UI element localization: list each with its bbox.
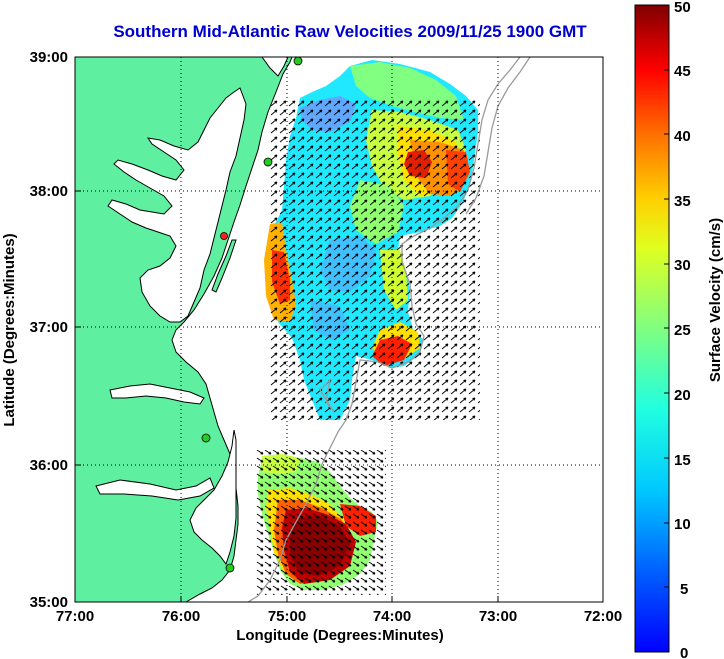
colorbar-tick-label: 0 [680, 645, 688, 659]
colorbar-ticks [664, 4, 669, 588]
grid-lines [75, 57, 603, 602]
station-marker [201, 433, 211, 443]
y-tick-label: 35:00 [30, 594, 68, 611]
x-tick-label: 75:00 [268, 608, 306, 625]
colorbar-tick-label: 45 [674, 63, 691, 80]
colorbar [634, 4, 670, 653]
chesapeake-bay [107, 87, 247, 323]
colorbar-tick-label: 10 [674, 516, 691, 533]
delaware-bay [261, 57, 289, 77]
station-marker [263, 157, 273, 167]
colorbar-tick-label: 15 [674, 452, 691, 469]
map-title: Southern Mid-Atlantic Raw Velocities 200… [113, 22, 587, 41]
x-tick-label: 77:00 [56, 608, 94, 625]
pamlico-sound [189, 429, 237, 566]
station-marker [225, 563, 235, 573]
colorbar-tick-label: 5 [680, 581, 688, 598]
velocity-field-north [264, 60, 480, 420]
y-tick-label: 37:00 [30, 319, 68, 336]
station-marker [220, 232, 228, 240]
plot-frame [74, 56, 604, 603]
colorbar-tick-label: 30 [674, 257, 691, 274]
colorbar-tick-label: 25 [674, 322, 691, 339]
velocity-field-south [256, 450, 386, 595]
x-tick-label: 74:00 [373, 608, 411, 625]
x-tick-label: 76:00 [162, 608, 200, 625]
y-tick-label: 39:00 [30, 49, 68, 66]
y-tick-label: 38:00 [30, 183, 68, 200]
colorbar-tick-label: 20 [674, 387, 691, 404]
colorbar-tick-label: 40 [674, 128, 691, 145]
colorbar-tick-label: 50 [674, 0, 691, 16]
station-marker [293, 57, 303, 66]
x-tick-label: 72:00 [584, 608, 622, 625]
colorbar-label: Surface Velocity (cm/s) [707, 218, 724, 382]
y-tick-label: 36:00 [30, 457, 68, 474]
x-axis-label: Longitude (Degrees:Minutes) [236, 627, 444, 644]
x-tick-label: 73:00 [479, 608, 517, 625]
bathymetry-contour [247, 57, 521, 602]
colorbar-tick-label: 35 [674, 193, 691, 210]
y-axis-label: Latitude (Degrees:Minutes) [1, 233, 18, 426]
